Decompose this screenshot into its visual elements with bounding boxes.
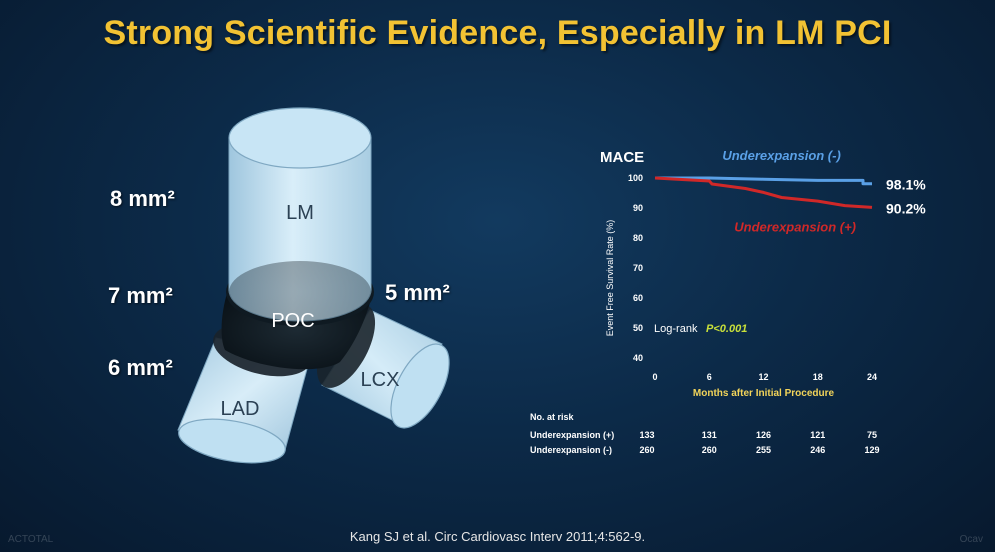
lm-label: LM <box>286 202 314 224</box>
x-axis-label: Months after Initial Procedure <box>693 388 835 399</box>
series-line <box>654 176 873 209</box>
lcx-label: LCX <box>361 369 400 391</box>
risk-cell: 126 <box>756 430 771 440</box>
y-tick-label: 90 <box>633 203 643 213</box>
vessel-diagram: LM POC LAD LCX <box>177 107 450 464</box>
lm-area-label: 8 mm² <box>110 186 175 211</box>
risk-cell: 260 <box>639 445 654 455</box>
citation: Kang SJ et al. Circ Cardiovasc Interv 20… <box>349 529 646 544</box>
risk-table-header: No. at risk <box>530 412 575 422</box>
lad-area-label: 6 mm² <box>108 355 173 380</box>
risk-cell: 260 <box>702 445 717 455</box>
lad-label: LAD <box>221 398 260 420</box>
risk-row-label: Underexpansion (+) <box>530 430 614 440</box>
risk-cell: 75 <box>867 430 877 440</box>
mace-panel-label: MACE <box>600 149 644 166</box>
y-tick-label: 80 <box>633 233 643 243</box>
series-name-label: Underexpansion (-) <box>722 148 840 163</box>
x-tick-label: 24 <box>867 372 877 382</box>
watermark-left: ACTOTAL <box>8 534 54 545</box>
risk-cell: 121 <box>810 430 825 440</box>
mace-chart: MACE Event Free Survival Rate (%) Months… <box>530 148 926 455</box>
risk-cell: 246 <box>810 445 825 455</box>
risk-table: No. at risk Underexpansion (+) 133 131 126 1… <box>530 412 880 455</box>
y-tick-label: 70 <box>633 263 643 273</box>
series-name-label: Underexpansion (+) <box>734 219 856 234</box>
risk-cell: 133 <box>639 430 654 440</box>
lm-segment <box>228 107 372 323</box>
risk-cell: 255 <box>756 445 771 455</box>
slide-title: Strong Scientific Evidence, Especially i… <box>103 14 892 52</box>
series-lines <box>654 176 873 209</box>
y-tick-label: 40 <box>633 353 643 363</box>
y-axis-label: Event Free Survival Rate (%) <box>605 220 615 337</box>
series-end-label: 98.1% <box>886 177 926 193</box>
y-tick-label: 100 <box>628 173 643 183</box>
risk-cell: 131 <box>702 430 717 440</box>
series-labels: 98.1% Underexpansion (-) 90.2% Underexpansi… <box>722 148 926 234</box>
lcx-area-label: 5 mm² <box>385 280 450 305</box>
x-ticks: 0 6 12 18 24 <box>652 372 877 382</box>
poc-label: POC <box>271 310 314 332</box>
y-tick-label: 60 <box>633 293 643 303</box>
x-tick-label: 18 <box>813 372 823 382</box>
poc-area-label: 7 mm² <box>108 283 173 308</box>
y-ticks: 40 50 60 70 80 90 100 <box>628 173 643 363</box>
x-tick-label: 12 <box>758 372 768 382</box>
x-tick-label: 0 <box>652 372 657 382</box>
watermark-right: Ocav <box>959 534 983 545</box>
risk-cell: 129 <box>864 445 879 455</box>
series-line <box>655 176 872 186</box>
series-end-label: 90.2% <box>886 200 926 216</box>
y-tick-label: 50 <box>633 323 643 333</box>
logrank-label: Log-rank <box>654 323 698 335</box>
risk-row-label: Underexpansion (-) <box>530 445 612 455</box>
x-tick-label: 6 <box>707 372 712 382</box>
logrank-pvalue: P<0.001 <box>706 323 747 335</box>
